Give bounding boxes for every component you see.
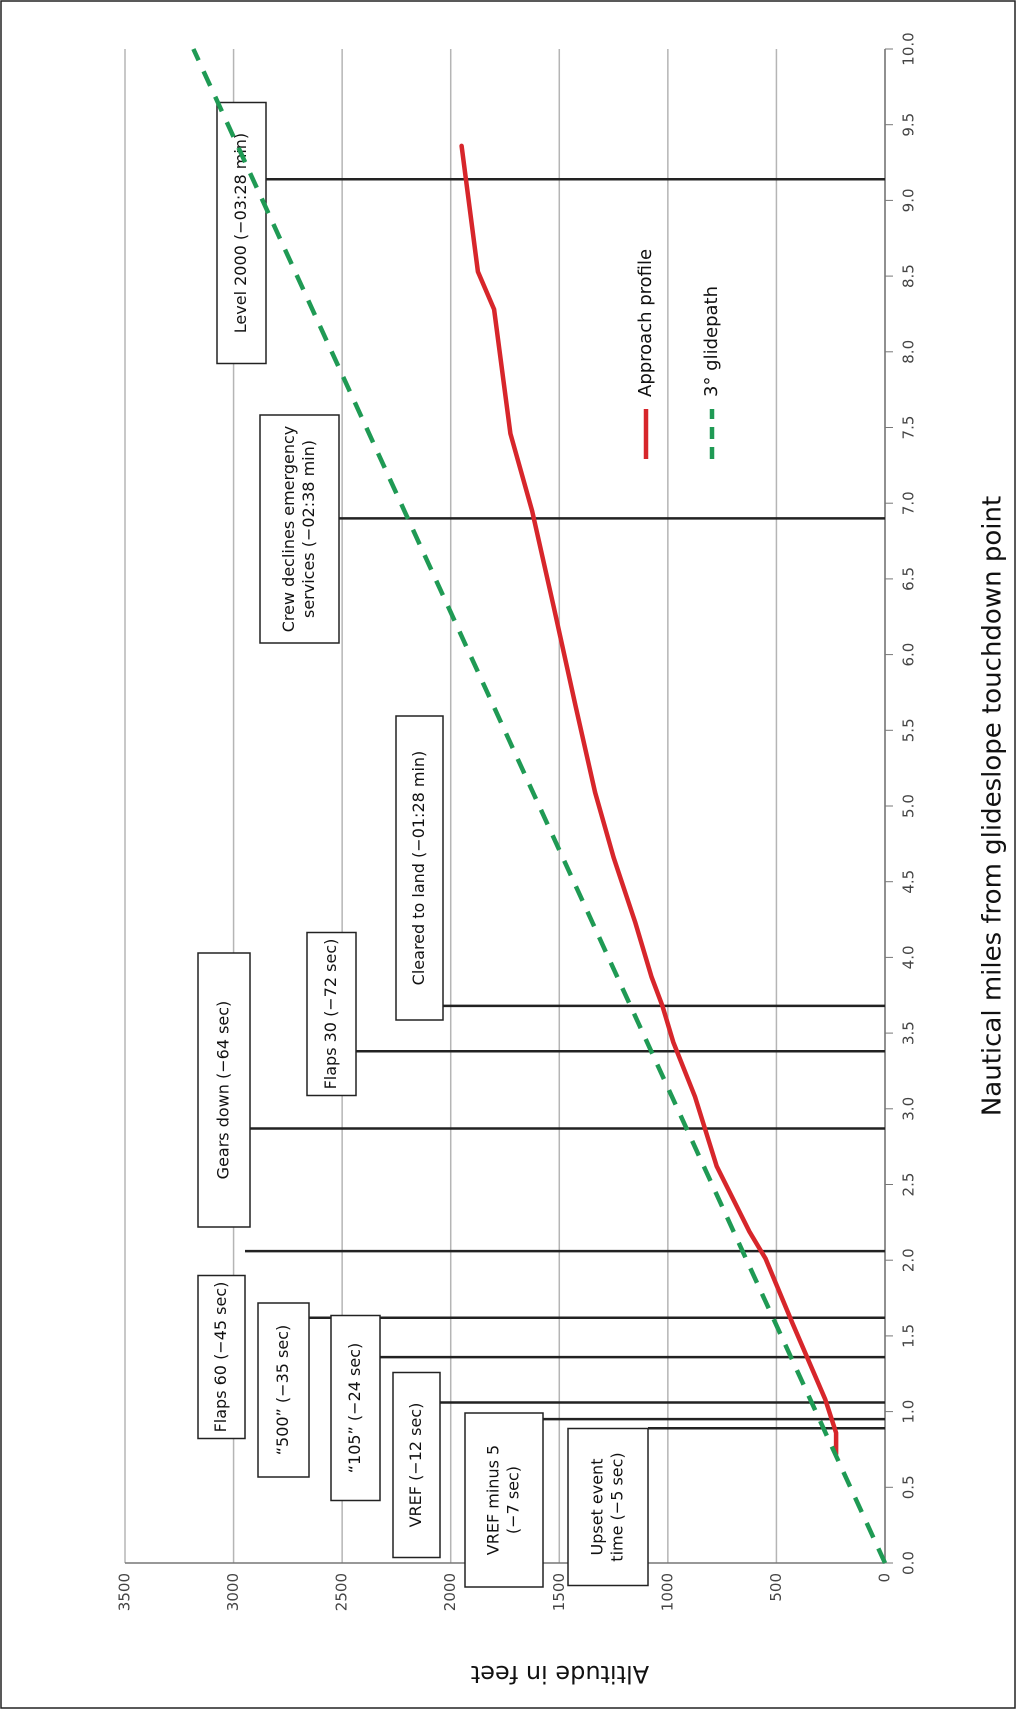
event-label: Flaps 30 (−72 sec): [321, 939, 340, 1090]
x-tick-label: 3.5: [900, 1021, 918, 1045]
event-label: VREF minus 5: [484, 1445, 503, 1555]
event-label: “105” (−24 sec): [345, 1343, 364, 1474]
x-tick-label: 2.0: [900, 1248, 918, 1272]
event-box: [216, 101, 267, 365]
event-box: [306, 931, 357, 1097]
event-box: [259, 414, 340, 644]
y-axis-title: Altitude in feet: [471, 1660, 649, 1688]
event-box: [197, 952, 251, 1228]
x-tick-label: 4.0: [900, 945, 918, 969]
event-label: Upset event: [588, 1459, 607, 1556]
y-tick-label: 2000: [441, 1573, 459, 1611]
x-tick-label: 9.0: [900, 188, 918, 212]
series-line: [191, 48, 888, 1564]
x-tick-label: 6.5: [900, 567, 918, 591]
series-line: [459, 143, 839, 1457]
x-tick-label: 6.0: [900, 643, 918, 667]
event-box: [257, 1302, 310, 1478]
y-tick-label: 1500: [550, 1573, 568, 1611]
event-label: Level 2000 (−03:28 min): [231, 133, 250, 333]
event-label: Crew declines emergency: [279, 426, 298, 632]
y-tick-label: 1000: [658, 1573, 676, 1611]
x-tick-label: 7.0: [900, 491, 918, 515]
y-tick-label: 3000: [224, 1573, 242, 1611]
event-box: [567, 1427, 649, 1587]
x-tick-label: 8.5: [900, 264, 918, 288]
y-tick-label: 500: [767, 1573, 785, 1602]
x-tick-label: 10.0: [900, 32, 918, 65]
event-box: [395, 715, 444, 1021]
x-tick-label: 4.5: [900, 870, 918, 894]
x-tick-label: 5.0: [900, 794, 918, 818]
x-tick-label: 1.5: [900, 1324, 918, 1348]
x-tick-label: 1.0: [900, 1400, 918, 1424]
event-box: [330, 1314, 381, 1502]
x-tick-label: 2.5: [900, 1173, 918, 1197]
legend-label: Approach profile: [635, 249, 656, 397]
y-tick-label: 2500: [333, 1573, 351, 1611]
x-tick-label: 9.5: [900, 113, 918, 137]
x-axis-title: Nautical miles from glideslope touchdown…: [978, 496, 1008, 1116]
event-label: (−7 sec): [504, 1466, 523, 1534]
y-tick-label: 3500: [116, 1573, 134, 1611]
x-tick-label: 3.0: [900, 1097, 918, 1121]
event-label: Cleared to land (−01:28 min): [409, 751, 428, 986]
event-box: [197, 1274, 246, 1440]
y-tick-label: 0: [876, 1573, 894, 1583]
x-tick-label: 7.5: [900, 416, 918, 440]
x-tick-label: 0.0: [900, 1551, 918, 1575]
event-label: services (−02:38 min): [299, 440, 318, 618]
event-label: “500” (−35 sec): [273, 1325, 292, 1456]
plot: Nautical miles from glideslope touchdown…: [116, 32, 1008, 1688]
event-box: [392, 1371, 441, 1559]
legend-label: 3° glidepath: [701, 286, 722, 397]
event-label: time (−5 sec): [608, 1452, 627, 1561]
x-tick-label: 0.5: [900, 1475, 918, 1499]
x-tick-label: 8.0: [900, 340, 918, 364]
event-label: Gears down (−64 sec): [214, 1001, 233, 1180]
event-box: [464, 1412, 544, 1588]
event-label: VREF (−12 sec): [406, 1403, 425, 1528]
event-label: Flaps 60 (−45 sec): [211, 1282, 230, 1433]
x-tick-label: 5.5: [900, 718, 918, 742]
